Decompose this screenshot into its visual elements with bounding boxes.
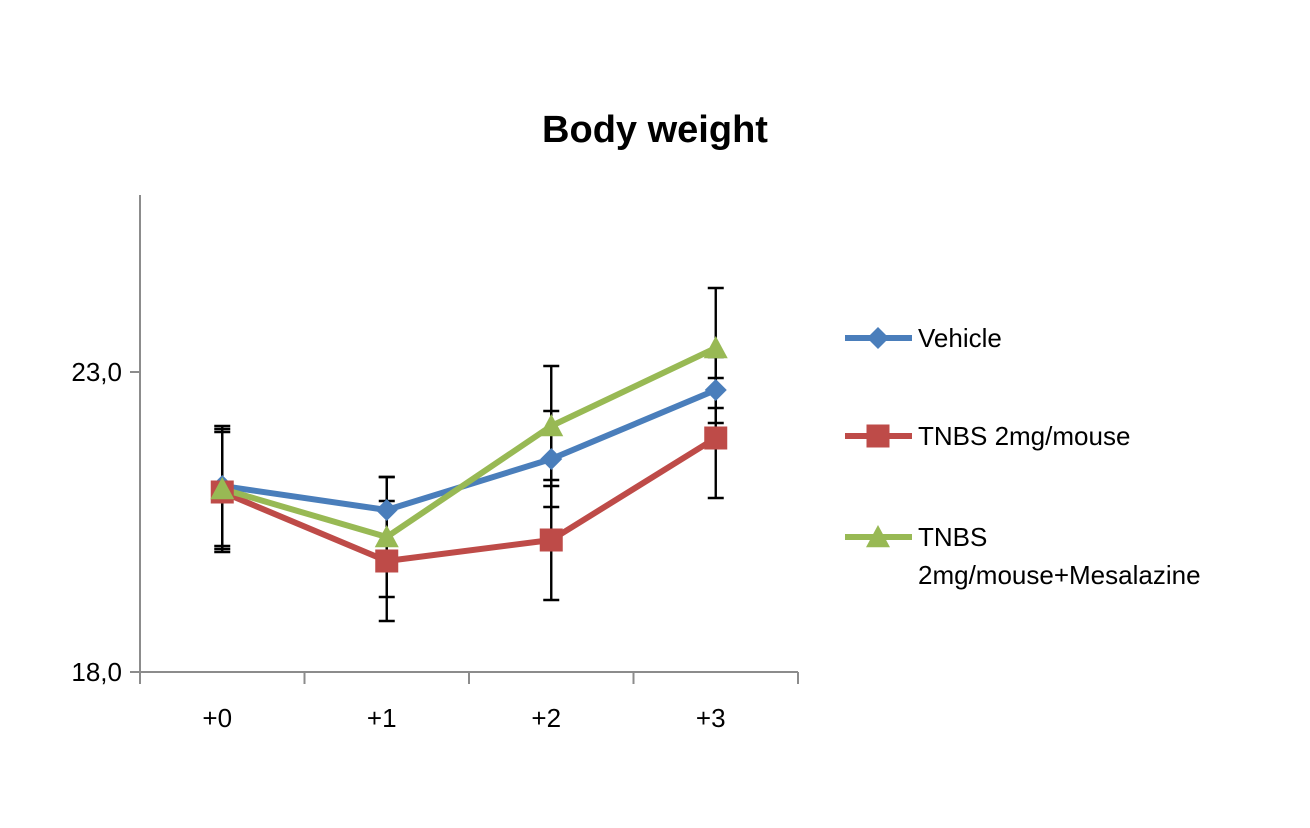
- legend-item: TNBS 2mg/mouse: [845, 421, 1130, 451]
- legend-marker: [866, 424, 890, 448]
- series-line: [221, 345, 718, 540]
- data-point: [210, 477, 235, 500]
- x-tick-label: +1: [367, 703, 397, 733]
- legend-marker: [866, 525, 890, 548]
- data-point: [375, 499, 398, 521]
- series-line: [221, 387, 717, 513]
- data-point: [540, 448, 563, 470]
- series-markers: [210, 336, 728, 573]
- data-point: [539, 528, 563, 552]
- series-lines: [221, 345, 718, 564]
- data-point: [704, 426, 728, 450]
- legend-marker: [867, 327, 889, 349]
- legend: Vehicle TNBS 2mg/mouse TNBS 2mg/mouse+Mesal…: [845, 323, 1201, 590]
- data-point: [375, 549, 399, 573]
- legend-label: TNBS 2mg/mouse: [918, 421, 1130, 451]
- legend-label: Vehicle: [918, 323, 1002, 353]
- x-tick-label: +0: [202, 703, 232, 733]
- y-tick-label: 18,0: [71, 657, 122, 687]
- chart-axes: 18,0 23,0 +0 +1 +2 +3: [71, 195, 799, 733]
- data-point: [704, 379, 727, 401]
- x-tick-label: +3: [696, 703, 726, 733]
- chart-title: Body weight: [542, 109, 768, 151]
- legend-item: TNBS 2mg/mouse+Mesalazine: [845, 522, 1201, 590]
- data-point: [703, 336, 728, 359]
- data-point: [374, 525, 399, 548]
- series-line: [221, 435, 718, 564]
- error-bars: [214, 286, 724, 623]
- y-tick-label: 23,0: [71, 357, 122, 387]
- x-tick-label: +2: [531, 703, 561, 733]
- legend-item: Vehicle: [845, 323, 1002, 353]
- data-point: [539, 414, 564, 437]
- legend-label: TNBS 2mg/mouse+Mesalazine: [918, 522, 1201, 590]
